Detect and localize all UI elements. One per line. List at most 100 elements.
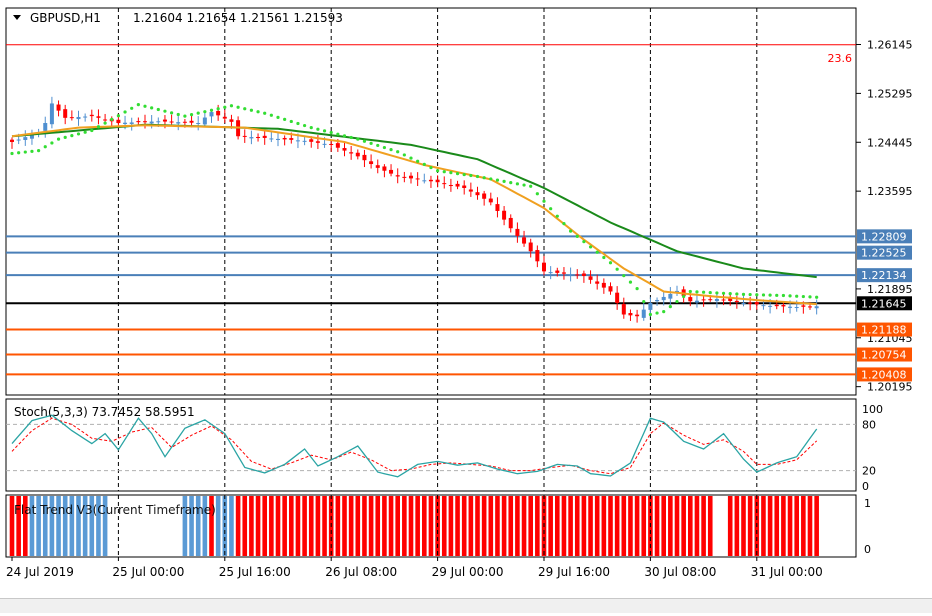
psar-dot — [815, 295, 819, 299]
flat-trend-bar — [96, 496, 101, 556]
candle-body — [315, 141, 320, 143]
psar-dot — [748, 292, 752, 297]
candle-body — [668, 293, 673, 299]
ma-fast-line — [11, 124, 817, 306]
candle-body — [468, 189, 473, 192]
flat-trend-bar — [262, 496, 267, 556]
psar-dot — [189, 113, 194, 117]
flat-trend-bar — [302, 496, 307, 556]
flat-trend-bar — [275, 496, 281, 556]
psar-dot — [376, 143, 380, 148]
flat-trend-bar — [249, 496, 254, 556]
flat-trend-bar — [734, 496, 740, 556]
psar-dot — [755, 293, 759, 297]
flat-trend-bar — [36, 496, 41, 556]
flat-trend-bar — [528, 496, 533, 556]
candle-body — [249, 137, 254, 139]
psar-dot — [70, 134, 74, 138]
flat-trend-bar — [561, 496, 567, 556]
candle-body — [462, 185, 467, 188]
psar-dot — [489, 177, 493, 181]
psar-dot — [396, 150, 400, 154]
candle-body — [182, 121, 187, 123]
price-panel[interactable]: 1.261451.252951.244451.235951.218951.210… — [5, 7, 913, 396]
psar-dot — [462, 172, 466, 177]
flat-trend-bar — [89, 496, 95, 556]
time-tick-label: 24 Jul 2019 — [6, 565, 74, 579]
psar-dot — [130, 106, 134, 110]
psar-dot — [76, 132, 81, 136]
psar-dot — [382, 145, 386, 150]
candle-body — [708, 299, 713, 301]
flat-trend-bar — [621, 496, 627, 556]
stochastic-panel[interactable]: 100 80 20 0 Stoch(5,3,3) 73.7452 58.5951 — [5, 398, 883, 493]
candle-body — [741, 302, 746, 304]
psar-dot — [37, 149, 41, 153]
candle-body — [495, 204, 500, 211]
candle-body — [502, 210, 507, 220]
flat-trend-bar — [282, 496, 287, 556]
candlesticks — [10, 96, 819, 323]
candle-body — [615, 292, 620, 303]
candle-body — [714, 298, 719, 302]
flat-trend-bar — [475, 496, 480, 556]
candle-body — [369, 161, 374, 165]
flat-trend-bar — [594, 496, 600, 556]
psar-dot — [495, 178, 500, 182]
psar-dot — [156, 107, 160, 112]
candle-body — [628, 313, 633, 316]
psar-dot — [136, 103, 140, 107]
psar-dot — [249, 108, 253, 112]
candle-body — [269, 138, 274, 140]
flat-trend-bar — [515, 496, 520, 556]
candle-body — [322, 143, 327, 145]
flat-trend-bar — [42, 496, 48, 556]
psar-dot — [436, 169, 440, 173]
candle-body — [395, 175, 400, 177]
candle-body — [375, 165, 380, 168]
candle-body — [222, 116, 227, 119]
flat-trend-bar — [781, 496, 786, 556]
flat-trend-bar — [209, 496, 214, 556]
psar-dot — [296, 121, 300, 126]
candle-body — [595, 281, 600, 284]
flat-trend-bar — [375, 496, 381, 556]
symbol-menu-icon[interactable] — [13, 15, 21, 20]
candle-body — [555, 270, 560, 273]
flat-trend-bar — [461, 496, 467, 556]
flat-trend-bar — [767, 496, 773, 556]
psar-dot — [615, 267, 619, 271]
psar-dot — [648, 312, 653, 317]
psar-dot — [229, 104, 234, 108]
candle-body — [608, 286, 613, 292]
psar-dot — [721, 291, 726, 295]
candle-body — [362, 154, 367, 161]
candle-body — [814, 306, 819, 309]
psar-dot — [322, 129, 327, 133]
flat-tick-label: 1 — [864, 497, 871, 510]
flat-trend-bar — [395, 496, 400, 556]
candle-body — [89, 114, 94, 117]
time-axis: 24 Jul 2019 25 Jul 00:00 25 Jul 16:00 26 Ju… — [6, 557, 823, 579]
candle-body — [302, 140, 307, 142]
time-tick-label: 29 Jul 00:00 — [432, 565, 504, 579]
candle-body — [508, 217, 513, 229]
flat-trend-bar — [774, 496, 780, 556]
psar-dot — [150, 106, 154, 110]
stoch-tick-label: 20 — [862, 465, 876, 478]
time-tick-label: 30 Jul 08:00 — [644, 565, 716, 579]
flat-trend-bar — [315, 496, 321, 556]
psar-dot — [575, 234, 579, 238]
stoch-label: Stoch(5,3,3) 73.7452 58.5951 — [14, 405, 195, 419]
flat-trend-panel[interactable]: 1 0 Flat Trend V3(Current Timeframe) — [5, 494, 871, 558]
flat-trend-bar — [634, 496, 640, 556]
psar-dot — [509, 180, 513, 185]
candle-body — [781, 305, 786, 307]
psar-dot — [209, 108, 214, 112]
candle-body — [216, 110, 221, 116]
moving-averages — [11, 123, 817, 306]
flat-tick-label: 0 — [864, 543, 871, 556]
candle-body — [535, 250, 540, 262]
